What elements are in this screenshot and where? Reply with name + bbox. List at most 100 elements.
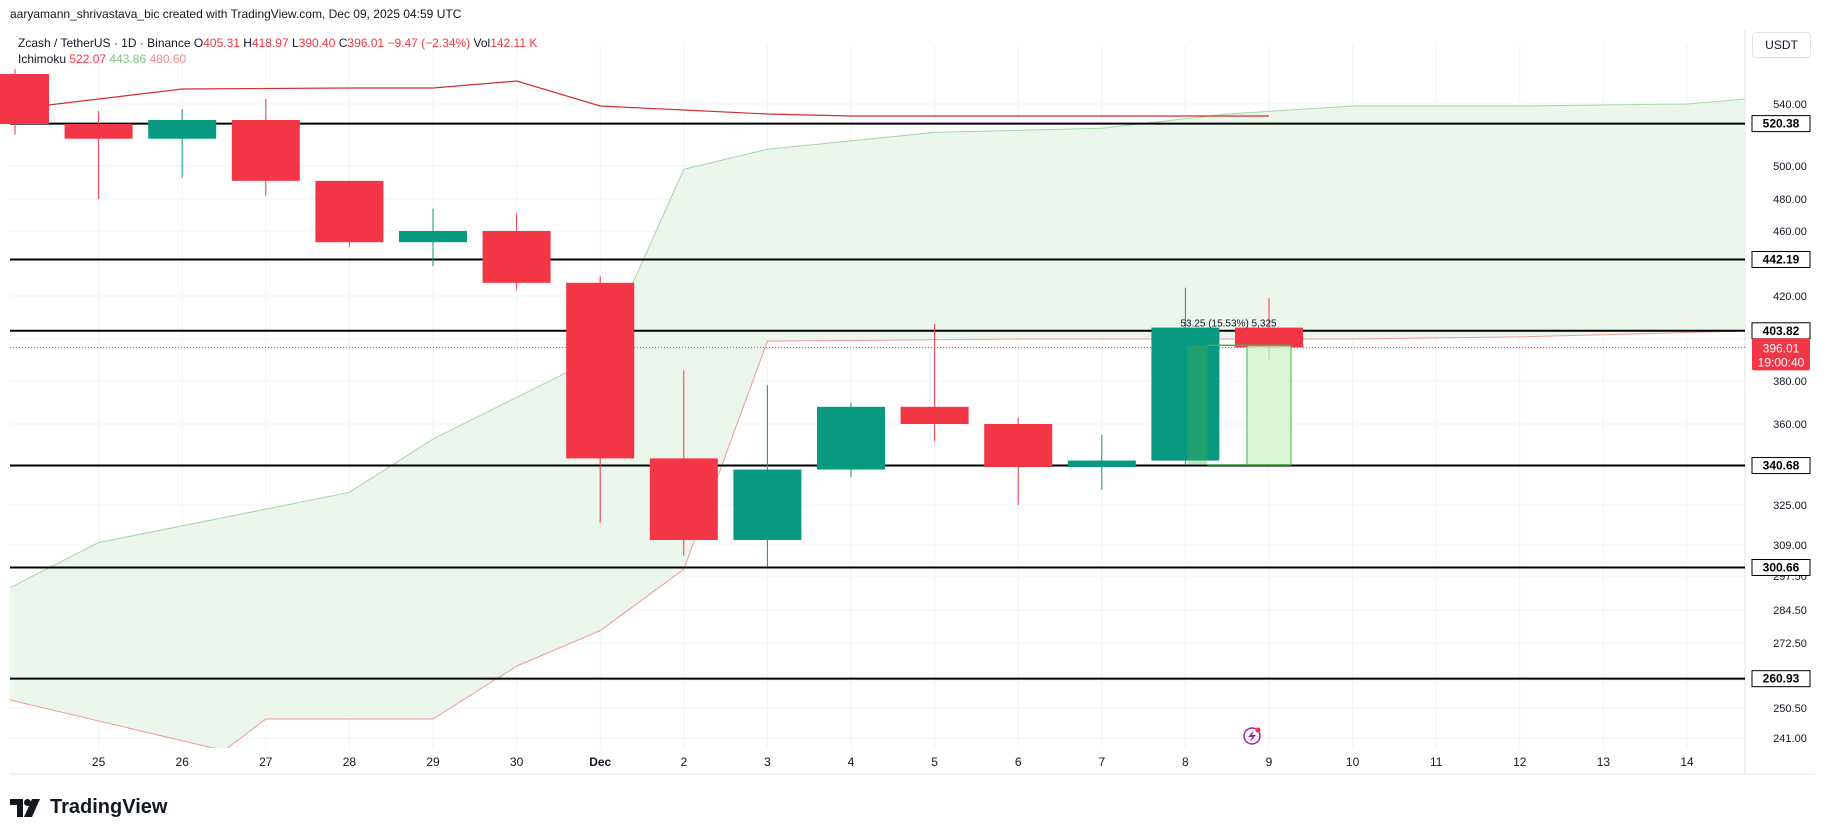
symbol-name[interactable]: Zcash / TetherUS · 1D · Binance xyxy=(18,36,191,50)
measure-tool: 53.25 (15.53%) 5,325 xyxy=(1180,318,1292,466)
level-label: 520.38 xyxy=(1763,117,1800,131)
time-tick-label: 10 xyxy=(1346,755,1360,769)
price-tick-label: 241.00 xyxy=(1773,733,1807,745)
measure-label: 53.25 (15.53%) 5,325 xyxy=(1180,318,1277,329)
candle[interactable] xyxy=(64,111,133,199)
price-axis: 540.00520.00500.00480.00460.00440.00420.… xyxy=(1751,99,1811,745)
low-label: L xyxy=(291,36,299,50)
time-tick-label: 28 xyxy=(343,755,357,769)
close-label: C xyxy=(338,36,348,50)
candle[interactable] xyxy=(733,385,802,567)
candle-body xyxy=(231,120,300,181)
candle-body xyxy=(649,458,718,540)
price-tick-label: 500.00 xyxy=(1773,161,1807,173)
time-tick-label: 7 xyxy=(1098,755,1105,769)
brand-name: TradingView xyxy=(50,796,168,818)
candle[interactable] xyxy=(231,99,300,196)
price-tick-label: 360.00 xyxy=(1773,419,1807,431)
time-tick-label: 3 xyxy=(764,755,771,769)
candle-body xyxy=(64,124,133,139)
measure-overlap xyxy=(1187,345,1208,465)
candle-body xyxy=(900,406,969,424)
lightning-icon[interactable] xyxy=(1243,727,1261,745)
price-tick-label: 460.00 xyxy=(1773,226,1807,238)
candle-body xyxy=(0,74,49,124)
close-value: 396.01 xyxy=(347,36,385,50)
low-value: 390.40 xyxy=(298,36,336,50)
price-tick-label: 309.00 xyxy=(1773,540,1807,552)
candle-body xyxy=(984,424,1053,467)
time-tick-label: 2 xyxy=(680,755,687,769)
high-label: H xyxy=(243,36,252,50)
time-tick-label: 14 xyxy=(1680,755,1694,769)
price-tick-label: 420.00 xyxy=(1773,291,1807,303)
legend-ichimoku-row: Ichimoku 522.07 443.86 480.60 xyxy=(18,51,537,67)
time-tick-label: 29 xyxy=(426,755,440,769)
candles[interactable] xyxy=(0,69,1303,567)
price-tick-label: 325.00 xyxy=(1773,500,1807,512)
attribution: aaryamann_shrivastava_bic created with T… xyxy=(10,7,462,21)
span-a-line xyxy=(10,98,1745,589)
cloud-fill xyxy=(10,99,1745,748)
level-label-box xyxy=(1751,115,1811,133)
ichimoku-value-3: 480.60 xyxy=(149,52,187,66)
volume-label: Vol xyxy=(473,36,491,50)
level-label-box xyxy=(1751,670,1811,688)
candle-body xyxy=(399,231,467,243)
level-label: 300.66 xyxy=(1763,560,1800,574)
candle[interactable] xyxy=(649,370,718,556)
level-label: 442.19 xyxy=(1763,252,1800,266)
time-tick-label: 6 xyxy=(1015,755,1022,769)
high-value: 418.97 xyxy=(251,36,289,50)
currency-button[interactable]: USDT xyxy=(1752,32,1811,58)
candle-body xyxy=(817,406,885,470)
price-tick-label: 272.50 xyxy=(1773,638,1807,650)
level-label: 403.82 xyxy=(1763,324,1800,338)
level-label-box xyxy=(1751,457,1811,475)
legend: Zcash / TetherUS · 1D · Binance O405.31 … xyxy=(18,35,537,67)
tradingview-brand[interactable]: TradingView xyxy=(10,796,167,819)
candle-body xyxy=(1235,327,1303,348)
level-label: 340.68 xyxy=(1763,459,1800,473)
level-label-box xyxy=(1751,558,1811,576)
candle[interactable] xyxy=(817,402,885,478)
time-tick-label: 30 xyxy=(510,755,524,769)
price-tick-label: 250.50 xyxy=(1773,703,1807,715)
ichimoku-label[interactable]: Ichimoku xyxy=(18,52,67,66)
price-tick-label: 480.00 xyxy=(1773,194,1807,206)
candle-body xyxy=(482,231,551,283)
candle[interactable] xyxy=(399,208,467,267)
price-tick-label: 284.50 xyxy=(1773,605,1807,617)
last-price-box xyxy=(1752,338,1810,371)
time-tick-label: 13 xyxy=(1597,755,1611,769)
candle[interactable] xyxy=(984,417,1053,505)
candle[interactable] xyxy=(482,213,551,290)
time-tick-label: 9 xyxy=(1266,755,1273,769)
legend-symbol-row: Zcash / TetherUS · 1D · Binance O405.31 … xyxy=(18,35,537,51)
ichimoku-cloud xyxy=(10,80,1745,748)
time-tick-label: 27 xyxy=(259,755,273,769)
candle[interactable] xyxy=(900,323,969,442)
time-tick-label: 4 xyxy=(848,755,855,769)
measure-box xyxy=(1246,344,1292,466)
candle[interactable] xyxy=(0,69,49,135)
candle[interactable] xyxy=(148,109,217,178)
lightning-icon-bolt xyxy=(1248,730,1256,742)
time-tick-label: Dec xyxy=(589,755,611,769)
time-tick-label: 8 xyxy=(1182,755,1189,769)
level-label-box xyxy=(1751,250,1811,268)
base-line xyxy=(10,80,1269,117)
countdown-label: 19:00:40 xyxy=(1758,355,1805,369)
candle-body xyxy=(1151,327,1220,461)
candle[interactable] xyxy=(566,276,635,523)
open-value: 405.31 xyxy=(203,36,240,50)
ichimoku-value-2: 443.86 xyxy=(109,52,147,66)
candle[interactable] xyxy=(315,180,384,247)
candle-body xyxy=(1067,460,1136,467)
candle[interactable] xyxy=(1067,434,1136,490)
candle-body xyxy=(566,282,635,459)
open-label: O xyxy=(193,36,204,50)
time-tick-label: 26 xyxy=(176,755,190,769)
candle[interactable] xyxy=(1151,287,1220,465)
